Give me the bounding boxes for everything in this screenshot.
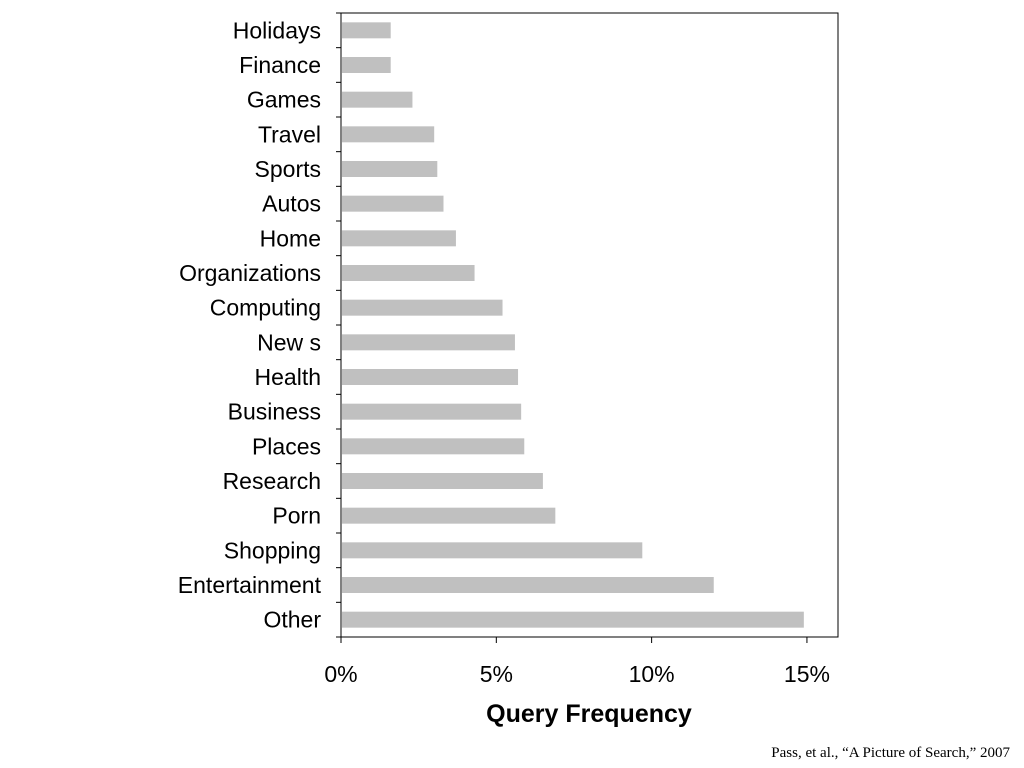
x-tick-label: 5% [480,661,513,687]
bar [342,230,456,247]
category-labels: Holidays Finance Games Travel Sports Autos Hom… [178,17,322,632]
bar [342,195,444,212]
category-label: Home [260,225,321,251]
x-tick-label: 0% [324,661,357,687]
citation: Pass, et al., “A Picture of Search,” 200… [771,745,1010,761]
category-label: Organizations [179,260,321,286]
x-tick-label: 15% [784,661,830,687]
category-label: New s [257,329,321,355]
category-label: Holidays [233,17,321,43]
category-label: Business [228,399,321,425]
category-label: Places [252,433,321,459]
category-label: Porn [272,503,321,529]
bars-group [342,22,804,628]
category-label: Entertainment [178,572,322,598]
bar [342,57,391,73]
bar [342,577,714,593]
bar [342,161,438,177]
category-label: Finance [239,52,321,78]
category-label: Sports [255,156,321,182]
category-label: Health [255,364,321,390]
category-label: Research [223,468,321,494]
bar [342,91,413,108]
bar [342,438,525,455]
category-label: Travel [258,121,321,147]
category-label: Computing [210,295,321,321]
bar [342,507,556,524]
bar [342,126,435,143]
bar [342,334,515,351]
x-axis-label: Query Frequency [486,700,692,728]
bar [342,473,543,489]
bar [342,265,475,281]
category-label: Shopping [224,537,321,563]
axes-group [336,12,839,638]
bar [342,542,643,559]
bar [342,22,391,39]
bar [342,369,519,385]
bar [342,403,522,420]
x-ticks: 0% 5% 10% 15% [324,637,830,687]
category-label: Autos [262,191,321,217]
bar [342,611,804,628]
category-label: Other [263,607,321,633]
x-tick-label: 10% [629,661,675,687]
bar [342,299,503,316]
category-label: Games [247,87,321,113]
